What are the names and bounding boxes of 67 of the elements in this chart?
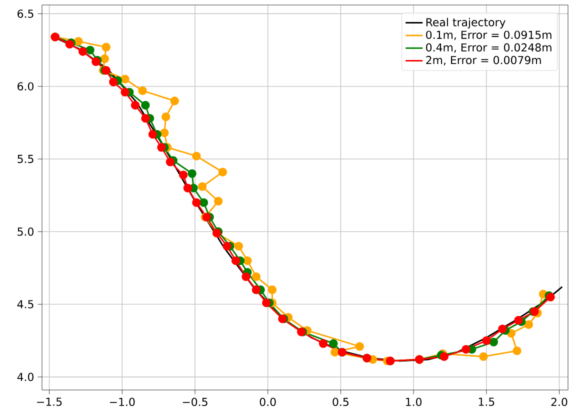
x-tick-label: 0.5 (332, 398, 348, 406)
x-tick-label: 1.0 (406, 398, 422, 406)
point (199, 198, 208, 207)
legend-label: Real trajectory (426, 18, 506, 28)
point (157, 143, 166, 152)
point (462, 344, 470, 354)
point (130, 100, 140, 110)
y-tick-label: 6.0 (18, 82, 34, 90)
point (141, 114, 150, 123)
point (252, 272, 261, 282)
point (479, 352, 488, 361)
x-tick-label: 0.0 (260, 398, 276, 406)
point (183, 184, 192, 192)
point (524, 320, 533, 329)
point (74, 36, 83, 46)
point (242, 272, 250, 282)
point (170, 96, 179, 106)
point (160, 128, 169, 138)
point (489, 338, 498, 346)
point (100, 54, 109, 64)
y-tick-label: 4.5 (17, 300, 34, 308)
point (222, 242, 232, 251)
point (234, 242, 244, 251)
point (512, 346, 522, 356)
point (198, 182, 207, 191)
point (329, 339, 338, 348)
point (138, 86, 147, 96)
point (231, 256, 240, 266)
y-tick-label: 5.0 (18, 228, 34, 236)
point (514, 316, 523, 325)
point (102, 42, 110, 52)
point (179, 170, 188, 180)
point (192, 198, 201, 207)
point (162, 112, 170, 122)
point (440, 352, 448, 361)
point (243, 256, 252, 266)
x-tick-label: 2.0 (551, 398, 568, 406)
point (482, 336, 491, 345)
x-tick-label: −1.0 (110, 398, 135, 406)
point (141, 100, 150, 110)
point (318, 339, 328, 348)
point (120, 74, 130, 84)
point (166, 158, 175, 166)
point (192, 152, 201, 160)
point (86, 46, 94, 54)
point (498, 324, 507, 334)
point (252, 285, 261, 294)
legend-label: 2m, Error = 0.0079m (426, 56, 541, 66)
point (120, 88, 130, 96)
point (148, 130, 158, 139)
point (188, 169, 196, 178)
point (262, 298, 271, 308)
point (268, 285, 277, 294)
y-tick-label: 5.5 (18, 154, 34, 164)
point (78, 47, 88, 56)
point (109, 78, 118, 86)
legend-label: 0.1m, Error = 0.0915m (426, 30, 552, 40)
x-tick-label: 1.5 (478, 398, 494, 406)
point (330, 348, 340, 357)
point (214, 196, 223, 206)
legend-label: 0.4m, Error = 0.0248m (426, 43, 552, 53)
x-tick-label: −0.5 (182, 398, 208, 406)
x-tick-label: −1.5 (37, 398, 62, 406)
point (218, 168, 228, 176)
y-tick-label: 4.0 (17, 372, 34, 382)
y-tick-label: 6.5 (18, 10, 34, 18)
point (355, 342, 364, 351)
